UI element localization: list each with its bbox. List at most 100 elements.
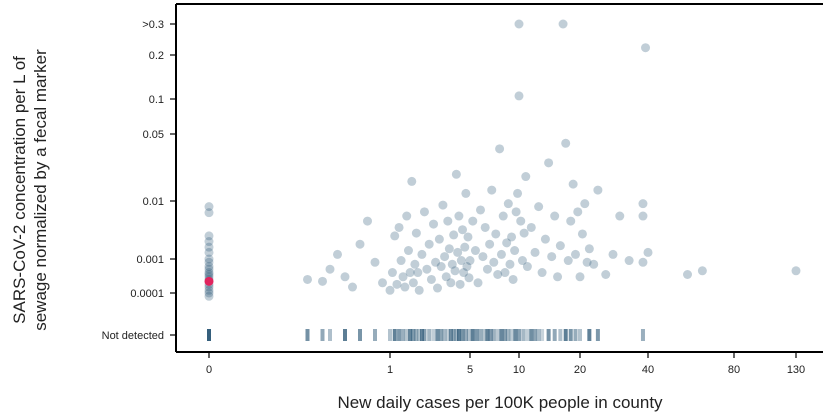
y-tick-label: 0.1 xyxy=(149,94,164,106)
not-detected-mark xyxy=(474,329,479,341)
x-axis-ticks: 0 1 5 10 20 40 80 130 xyxy=(206,352,805,376)
data-point xyxy=(638,199,648,209)
data-point xyxy=(521,172,531,182)
data-point xyxy=(519,228,529,238)
data-point xyxy=(540,234,550,244)
data-point xyxy=(478,252,488,262)
data-point xyxy=(491,229,501,239)
data-point xyxy=(325,264,335,274)
data-point xyxy=(507,232,517,242)
not-detected-mark xyxy=(373,329,377,341)
not-detected-mark xyxy=(563,329,568,341)
data-point xyxy=(348,282,357,292)
data-point xyxy=(407,176,417,186)
not-detected-mark xyxy=(525,329,530,341)
data-point xyxy=(553,272,563,282)
data-point xyxy=(411,228,421,238)
highlight-point xyxy=(204,276,214,286)
not-detected-mark xyxy=(488,329,493,341)
y-tick-label: 0.2 xyxy=(149,50,164,62)
y-tick-label: Not detected xyxy=(102,330,164,342)
data-point xyxy=(398,272,408,282)
not-detected-mark xyxy=(478,329,483,341)
y-axis-label-line-1: SARS-CoV-2 concentration per L of xyxy=(10,56,29,324)
data-point xyxy=(461,188,471,198)
y-tick-label: 0.001 xyxy=(136,254,164,266)
data-point xyxy=(496,249,506,259)
x-tick-label: 5 xyxy=(467,364,473,376)
data-point xyxy=(514,19,524,29)
data-point xyxy=(454,211,464,221)
data-point xyxy=(513,188,523,198)
data-point xyxy=(608,249,618,259)
data-point xyxy=(204,291,214,301)
data-point xyxy=(390,231,400,241)
data-point xyxy=(482,264,492,274)
data-point xyxy=(465,256,475,266)
data-point xyxy=(584,244,594,254)
data-point xyxy=(487,185,497,195)
data-point xyxy=(511,207,521,217)
y-tick-label: 0.01 xyxy=(143,196,164,208)
not-detected-mark xyxy=(456,329,461,341)
not-detected-mark xyxy=(431,329,436,341)
data-point xyxy=(522,262,532,272)
data-point xyxy=(463,232,473,242)
data-point xyxy=(589,259,599,269)
not-detected-mark xyxy=(358,329,362,341)
not-detected-mark xyxy=(558,329,563,341)
not-detected-mark xyxy=(445,329,450,341)
not-detected-mark xyxy=(435,329,440,341)
data-point xyxy=(582,257,592,267)
not-detected-mark xyxy=(439,329,444,341)
y-tick-label: 0.0001 xyxy=(130,288,164,300)
y-axis-label-line-2: sewage normalized by a fecal marker xyxy=(31,49,50,331)
not-detected-mark xyxy=(502,329,507,341)
data-point xyxy=(413,268,423,278)
data-point xyxy=(502,238,512,248)
data-point xyxy=(410,259,420,269)
y-axis-label: SARS-CoV-2 concentration per L of sewage… xyxy=(10,49,50,331)
data-point xyxy=(424,239,434,249)
x-tick-label: 1 xyxy=(387,364,393,376)
not-detected-mark xyxy=(466,329,471,341)
data-point xyxy=(563,256,573,266)
data-points xyxy=(204,19,801,301)
not-detected-mark xyxy=(448,329,453,341)
data-point xyxy=(514,91,524,101)
data-point xyxy=(303,274,312,284)
data-point xyxy=(462,262,472,272)
data-point xyxy=(791,266,801,276)
data-point xyxy=(446,278,456,288)
data-point xyxy=(204,262,214,272)
not-detected-mark xyxy=(397,329,402,341)
data-point xyxy=(438,200,448,210)
data-point xyxy=(508,274,518,284)
y-axis-ticks: >0.3 0.2 0.1 0.05 0.01 0.001 0.0001 Not detecte… xyxy=(102,19,176,342)
data-point xyxy=(485,239,495,249)
not-detected-mark xyxy=(320,329,325,341)
data-point xyxy=(440,252,450,262)
data-point xyxy=(363,216,372,226)
data-point xyxy=(566,216,576,226)
not-detected-mark xyxy=(529,329,534,341)
data-point xyxy=(550,211,560,221)
data-point xyxy=(638,257,648,267)
data-point xyxy=(204,231,214,241)
not-detected-mark xyxy=(451,329,456,341)
not-detected-mark xyxy=(485,329,490,341)
data-point xyxy=(403,246,413,256)
data-point xyxy=(422,264,432,274)
data-point xyxy=(464,273,474,283)
not-detected-marks xyxy=(207,329,645,341)
not-detected-mark xyxy=(207,329,211,341)
not-detected-mark xyxy=(509,329,514,341)
data-point xyxy=(516,216,526,226)
not-detected-mark xyxy=(454,329,459,341)
data-point xyxy=(573,207,583,217)
data-point xyxy=(593,185,603,195)
data-point xyxy=(558,19,568,29)
data-point xyxy=(394,222,404,232)
not-detected-mark xyxy=(305,329,310,341)
